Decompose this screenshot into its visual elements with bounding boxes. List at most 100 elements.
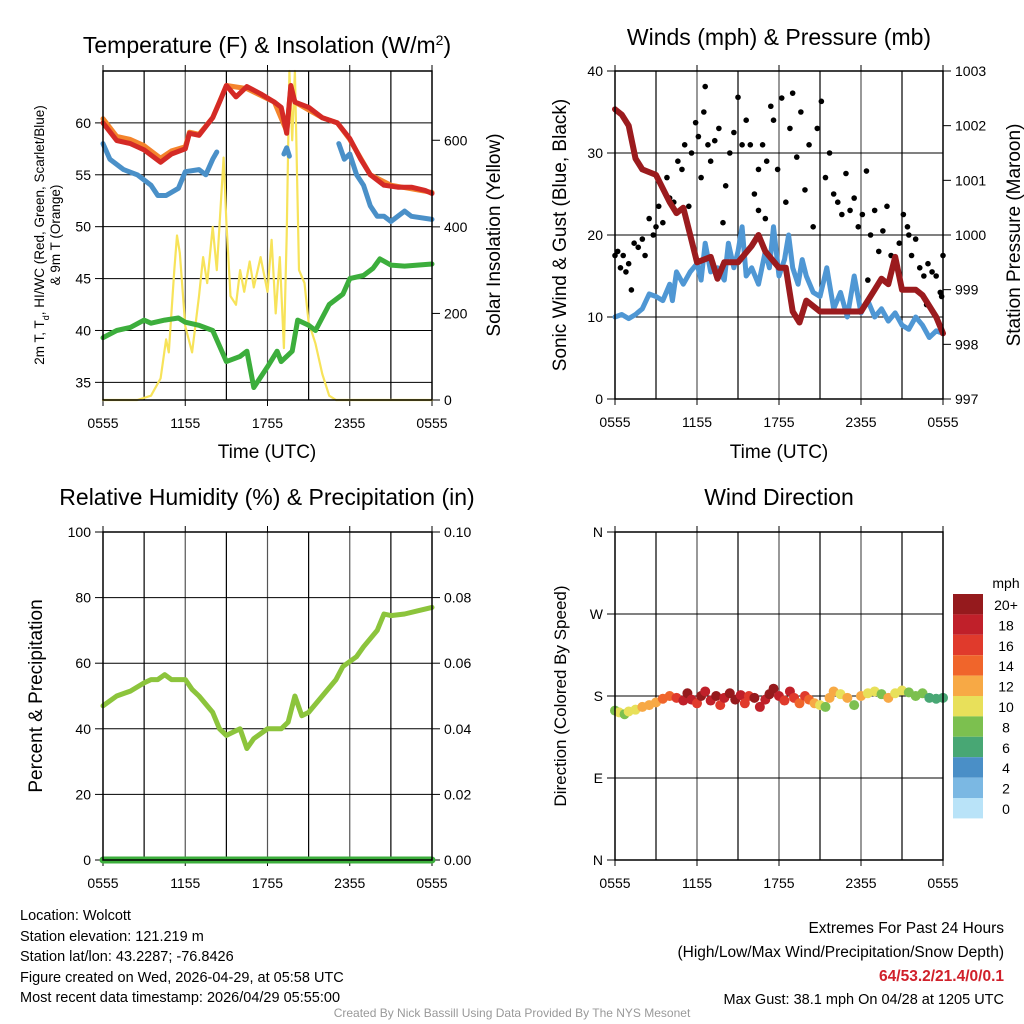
recent-data-text: Most recent data timestamp: 2026/04/29 0…: [20, 990, 341, 1006]
gust-point: [814, 125, 821, 132]
gust-point: [642, 252, 648, 259]
legend-label: 16: [998, 638, 1014, 654]
legend-swatch: [953, 777, 983, 798]
temperature-ytick-label: 45: [75, 271, 91, 287]
gust-point: [810, 224, 816, 230]
temperature-xlabel: Time (UTC): [218, 442, 317, 463]
winds-panel-title: Winds (mph) & Pressure (mb): [627, 24, 931, 50]
temperature-ytick-label: 35: [75, 374, 91, 390]
extremes-values: 64/53.2/21.4/0/0.1: [879, 968, 1004, 985]
winds-ytick-label: 20: [587, 227, 603, 243]
winds-xlabel: Time (UTC): [730, 442, 829, 463]
gust-point: [859, 211, 866, 218]
gust-point: [834, 199, 841, 205]
winds-y2tick-label: 998: [955, 336, 979, 352]
gust-point: [646, 215, 652, 222]
gust-point: [774, 166, 781, 173]
temperature-y2tick-label: 0: [444, 392, 452, 408]
winds-ytick-label: 0: [595, 391, 603, 407]
legend-swatch: [953, 716, 983, 737]
temperature-ytick-label: 55: [75, 167, 91, 183]
humidity-ytick-label: 20: [75, 786, 91, 802]
temperature-ytick-label: 40: [75, 322, 91, 338]
max-gust-text: Max Gust: 38.1 mph On 04/28 at 1205 UTC: [723, 992, 1004, 1008]
legend-label: 12: [998, 679, 1014, 695]
wind-direction-point: [794, 698, 805, 709]
extremes-description: (High/Low/Max Wind/Precipitation/Snow De…: [677, 944, 1005, 961]
direction-ylabel: Direction (Colored By Speed): [551, 585, 570, 806]
legend-label: 2: [1002, 781, 1010, 797]
winds-y2tick-label: 1002: [955, 118, 986, 134]
legend-swatch: [953, 757, 983, 778]
gust-point: [884, 203, 890, 210]
gust-point: [906, 232, 912, 238]
humidity-y2tick-label: 0.04: [444, 721, 471, 737]
gust-point: [681, 142, 688, 148]
gust-point: [921, 273, 927, 279]
gust-point: [701, 109, 707, 115]
gust-point: [865, 277, 871, 283]
temp-2m-line: [100, 83, 435, 196]
humidity-ytick-label: 100: [68, 524, 92, 540]
extremes-title: Extremes For Past 24 Hours: [808, 920, 1004, 937]
direction-frame: [614, 531, 944, 861]
gust-point: [912, 236, 919, 242]
insolation-line: [101, 69, 434, 402]
gust-point: [692, 119, 699, 126]
gust-point: [655, 203, 662, 210]
winds-frame: [614, 70, 944, 400]
gust-point: [908, 252, 915, 259]
winds-xtick-label: 0555: [927, 414, 958, 430]
gust-point: [863, 168, 870, 174]
windchill-line: [281, 145, 292, 159]
direction-ytick-label: S: [594, 688, 603, 704]
temperature-frame: [102, 70, 433, 401]
gust-point: [653, 224, 659, 230]
gust-point: [716, 125, 722, 132]
gust-point: [867, 232, 874, 238]
direction-xtick-label: 1155: [682, 875, 712, 891]
wind-direction-point: [849, 700, 860, 711]
gust-point: [695, 133, 702, 140]
wind-direction-point: [842, 692, 853, 703]
legend-label: 0: [1002, 801, 1010, 817]
gust-point: [762, 215, 769, 222]
gust-point: [875, 248, 882, 255]
gust-point: [929, 269, 935, 275]
dewpoint-line: [100, 256, 435, 390]
legend-swatch: [953, 655, 983, 676]
temperature-y2tick-label: 400: [444, 219, 468, 235]
gust-point: [660, 219, 666, 226]
gust-point: [783, 199, 789, 205]
humidity-ytick-label: 40: [75, 721, 91, 737]
humidity-ytick-label: 0: [83, 852, 91, 868]
gust-point: [631, 240, 637, 246]
winds-xtick-label: 2355: [845, 414, 876, 430]
humidity-panel-title: Relative Humidity (%) & Precipitation (i…: [59, 484, 474, 510]
gust-point: [686, 203, 692, 210]
location-text: Location: Wolcott: [20, 908, 131, 924]
latlon-text: Station lat/lon: 43.2287; -76.8426: [20, 949, 234, 965]
temperature-y2tick-label: 200: [444, 305, 468, 321]
winds-y2tick-label: 999: [955, 282, 979, 298]
gust-point: [896, 240, 903, 246]
gust-point: [617, 265, 624, 271]
gust-point: [722, 183, 729, 189]
gust-point: [639, 236, 646, 242]
temperature-xtick-label: 1755: [252, 415, 283, 431]
temperature-ylabel: 2m T, Td, HI/WC (Red, Green, Scarlet/Blu…: [32, 105, 51, 365]
gust-point: [620, 252, 626, 259]
direction-plot: N E S W N 0555 1155 1755 2355 0555 20+ 18 16 14 12 10 8 6…: [590, 524, 1018, 891]
gust-point: [614, 248, 621, 255]
gust-point: [628, 287, 635, 293]
temperature-ytick-label: 60: [75, 115, 91, 131]
gust-point: [830, 191, 837, 197]
figure-created-text: Figure created on Wed, 2026-04-29, at 05…: [20, 969, 344, 986]
legend-swatch: [953, 614, 983, 635]
gust-point: [806, 142, 812, 148]
gust-point: [768, 103, 774, 110]
humidity-y2tick-label: 0.00: [444, 852, 471, 868]
gust-point: [720, 219, 726, 226]
gust-point: [822, 174, 829, 181]
legend-swatch: [953, 594, 983, 615]
